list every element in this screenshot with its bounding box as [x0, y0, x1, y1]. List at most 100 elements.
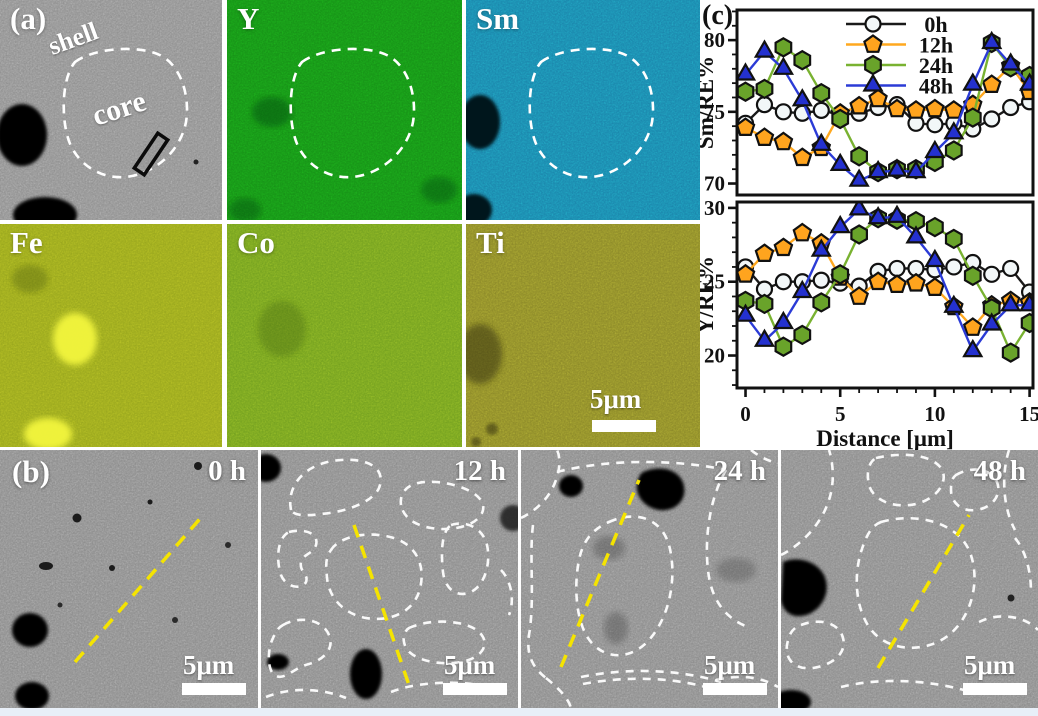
pore: [172, 617, 178, 623]
micrograph-12h-art: [261, 450, 518, 708]
scalebar: [443, 683, 507, 695]
grain-boundary-outlines: [265, 458, 514, 700]
co-map-label: Co: [237, 225, 275, 260]
svg-text:48h: 48h: [919, 74, 953, 99]
scalebar-label: 5μm: [444, 650, 496, 680]
time-label-0h: 0 h: [208, 455, 246, 487]
fe-map-label: Fe: [10, 225, 43, 260]
co-map-art: [227, 224, 462, 447]
grain-boundary-outlines: [781, 450, 1038, 694]
scalebar: [182, 683, 246, 695]
pore: [466, 95, 500, 149]
svg-text:5: 5: [835, 402, 846, 426]
pore: [39, 562, 53, 570]
y-map-label: Y: [237, 1, 260, 36]
pore: [559, 475, 583, 497]
dark-patch: [716, 558, 756, 582]
svg-text:24h: 24h: [919, 53, 953, 78]
dark-patch: [466, 324, 502, 384]
line-scan-path: [73, 511, 207, 664]
svg-text:30: 30: [704, 196, 725, 220]
dark-patch: [604, 612, 628, 644]
micrograph-48h-art: [781, 450, 1038, 708]
y-element-map: Y: [227, 0, 462, 220]
dark-patch: [486, 423, 498, 435]
sm-map-label: Sm: [476, 1, 520, 36]
svg-text:0: 0: [740, 402, 751, 426]
pore: [57, 602, 63, 608]
sem-overview-image: (a) shell core: [0, 0, 222, 220]
sm-element-map: Sm: [466, 0, 700, 220]
panel-c-charts: (c) 70 75 80 Sm/RE% 0h 12h 24h 48h 20 25 30 0 5 10 15 D…: [700, 0, 1038, 450]
time-label-12h: 12 h: [453, 455, 506, 487]
pore: [350, 649, 382, 699]
pore: [267, 654, 289, 670]
pore: [72, 513, 82, 523]
pore: [13, 197, 77, 220]
svg-text:Sm/RE%: Sm/RE%: [700, 56, 718, 149]
pore: [261, 454, 281, 482]
ti-map-label: Ti: [476, 225, 505, 260]
pore: [12, 613, 48, 647]
panel-a-label: (a): [10, 1, 47, 36]
micrograph-24h: 24 h 5μm: [521, 450, 778, 708]
svg-text:Y/RE%: Y/RE%: [700, 256, 718, 334]
bottom-strip: [0, 708, 1038, 716]
svg-text:70: 70: [704, 172, 725, 196]
fe-map-art: [0, 224, 222, 447]
svg-text:10: 10: [924, 402, 945, 426]
sm-map-art: [466, 0, 700, 220]
pore: [781, 690, 811, 708]
line-scan-marker: [131, 130, 171, 178]
core-boundary-outline: [528, 47, 655, 179]
svg-text:25: 25: [704, 270, 725, 294]
scalebar-label: 5μm: [183, 650, 235, 680]
core-boundary-outline: [62, 47, 189, 179]
pore: [781, 559, 827, 617]
series-group: [737, 202, 1033, 363]
pore: [0, 104, 47, 166]
pore: [1007, 594, 1015, 602]
pore: [147, 499, 153, 505]
fe-element-map: Fe: [0, 224, 222, 447]
line-scan-path: [876, 514, 971, 669]
svg-text:0h: 0h: [924, 12, 947, 37]
scalebar-label: 5μm: [704, 650, 756, 680]
scalebar-label: 5μm: [590, 384, 642, 414]
micrograph-0h-art: [0, 450, 258, 708]
panel-c-label: (c): [702, 0, 734, 31]
dark-patch: [471, 437, 481, 447]
core-boundary-outline: [289, 47, 416, 179]
dark-patch: [421, 177, 457, 203]
ti-map-art: [466, 224, 700, 447]
scalebar: [703, 683, 767, 695]
pore: [636, 468, 685, 511]
sem-overview-art: [0, 0, 222, 220]
line-scan-path: [559, 479, 641, 668]
pore: [225, 542, 231, 548]
dark-patch: [258, 301, 306, 357]
pore: [15, 682, 49, 708]
svg-text:80: 80: [704, 28, 725, 52]
pore: [466, 194, 492, 220]
svg-text:12h: 12h: [919, 33, 953, 58]
dark-patch: [229, 198, 261, 220]
y-map-art: [227, 0, 462, 220]
bright-spot: [53, 313, 97, 365]
scalebar-label: 5μm: [964, 650, 1016, 680]
dark-patch: [12, 265, 48, 293]
bright-spot: [24, 418, 72, 447]
scalebar: [592, 420, 656, 432]
pore: [109, 565, 115, 571]
scalebar: [963, 683, 1027, 695]
svg-text:75: 75: [704, 100, 725, 124]
panel-b-label: (b): [12, 454, 50, 489]
svg-text:Distance [μm]: Distance [μm]: [816, 426, 954, 450]
time-label-24h: 24 h: [713, 455, 766, 487]
svg-text:15: 15: [1019, 402, 1038, 426]
pore: [500, 505, 518, 531]
pore: [193, 159, 199, 165]
line-scan-path: [352, 524, 411, 686]
micrograph-0h: (b) 0 h 5μm: [0, 450, 258, 708]
